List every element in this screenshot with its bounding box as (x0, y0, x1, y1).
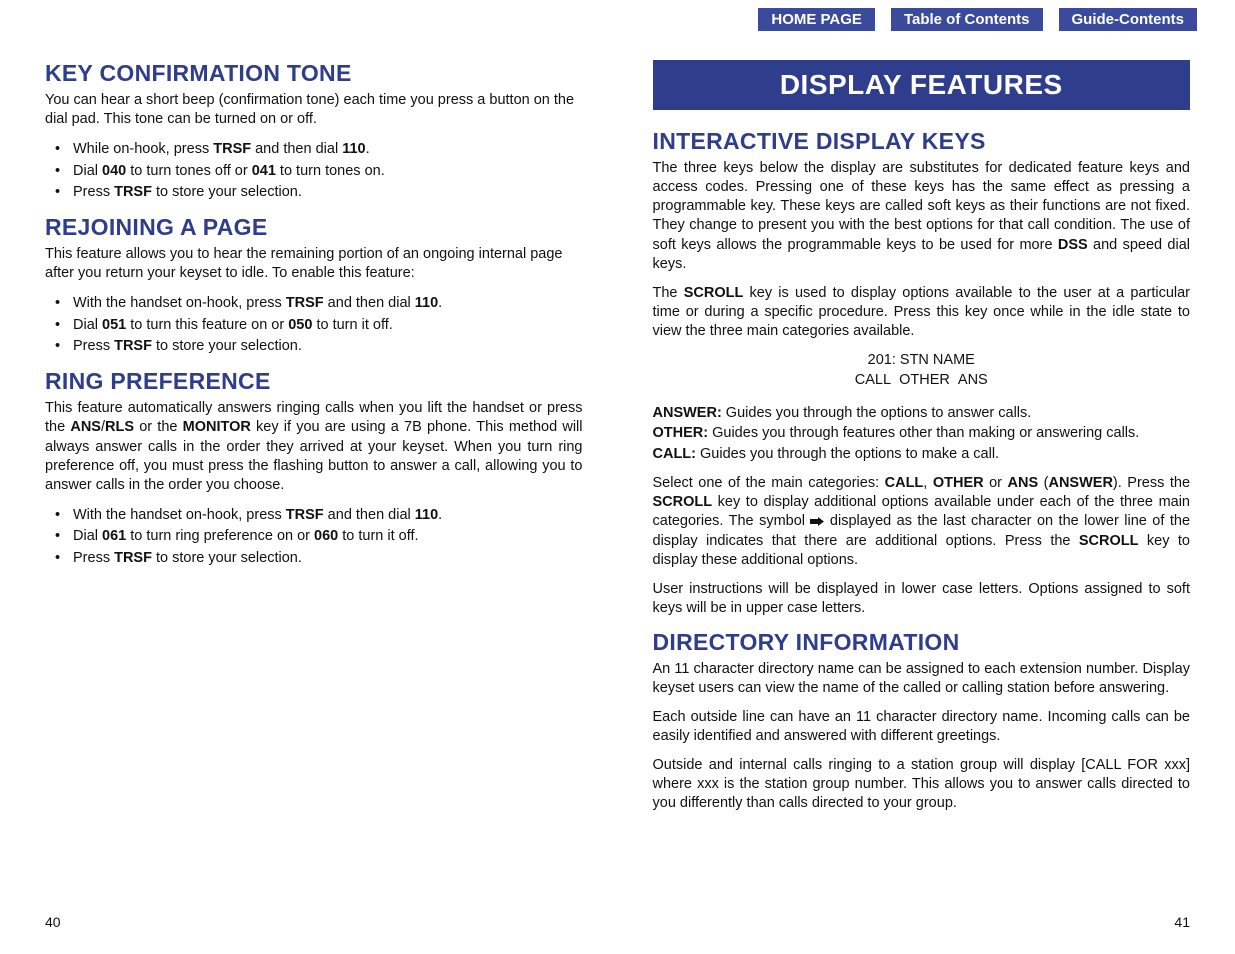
nav-home-page[interactable]: HOME PAGE (758, 8, 875, 31)
heading-directory-information: DIRECTORY INFORMATION (653, 629, 1191, 656)
heading-key-confirmation-tone: KEY CONFIRMATION TONE (45, 60, 583, 87)
page-left: KEY CONFIRMATION TONE You can hear a sho… (0, 0, 618, 954)
heading-ring-preference: RING PREFERENCE (45, 368, 583, 395)
di-p1: An 11 character directory name can be as… (653, 660, 1191, 698)
nav-guide-contents[interactable]: Guide-Contents (1059, 8, 1198, 31)
bullets-kct: While on-hook, press TRSF and then dial … (45, 139, 583, 202)
list-item: Press TRSF to store your selection. (73, 548, 583, 568)
heading-interactive-display-keys: INTERACTIVE DISPLAY KEYS (653, 128, 1191, 155)
list-item: With the handset on-hook, press TRSF and… (73, 505, 583, 525)
list-item: Dial 061 to turn ring preference on or 0… (73, 526, 583, 546)
def-answer: ANSWER: Guides you through the options t… (653, 404, 1191, 423)
intro-rp: This feature allows you to hear the rema… (45, 245, 583, 283)
bullets-rp: With the handset on-hook, press TRSF and… (45, 293, 583, 356)
list-item: Dial 040 to turn tones off or 041 to tur… (73, 161, 583, 181)
def-call: CALL: Guides you through the options to … (653, 445, 1191, 464)
idk-p4: User instructions will be displayed in l… (653, 580, 1191, 618)
idk-p1: The three keys below the display are sub… (653, 159, 1191, 274)
display-line1: 201: STN NAME (653, 351, 1191, 371)
page-right: HOME PAGE Table of Contents Guide-Conten… (618, 0, 1235, 954)
heading-rejoining-a-page: REJOINING A PAGE (45, 214, 583, 241)
def-other: OTHER: Guides you through features other… (653, 424, 1191, 443)
nav-tabs: HOME PAGE Table of Contents Guide-Conten… (758, 8, 1197, 31)
page-number-left: 40 (45, 914, 61, 930)
list-item: With the handset on-hook, press TRSF and… (73, 293, 583, 313)
page-number-right: 41 (1174, 914, 1190, 930)
display-line2: CALL OTHER ANS (653, 371, 1191, 391)
nav-table-of-contents[interactable]: Table of Contents (891, 8, 1043, 31)
di-p2: Each outside line can have an 11 charact… (653, 708, 1191, 746)
idk-p3: Select one of the main categories: CALL,… (653, 474, 1191, 571)
list-item: While on-hook, press TRSF and then dial … (73, 139, 583, 159)
bullets-ring-preference: With the handset on-hook, press TRSF and… (45, 505, 583, 568)
intro-kct: You can hear a short beep (confirmation … (45, 91, 583, 129)
page-spread: KEY CONFIRMATION TONE You can hear a sho… (0, 0, 1235, 954)
list-item: Press TRSF to store your selection. (73, 336, 583, 356)
arrow-right-icon (810, 513, 824, 532)
intro-ring-preference: This feature automatically answers ringi… (45, 399, 583, 495)
list-item: Dial 051 to turn this feature on or 050 … (73, 315, 583, 335)
display-sample: 201: STN NAME CALL OTHER ANS (653, 351, 1191, 390)
idk-p2: The SCROLL key is used to display option… (653, 284, 1191, 341)
list-item: Press TRSF to store your selection. (73, 182, 583, 202)
di-p3: Outside and internal calls ringing to a … (653, 756, 1191, 813)
banner-display-features: DISPLAY FEATURES (653, 60, 1191, 110)
